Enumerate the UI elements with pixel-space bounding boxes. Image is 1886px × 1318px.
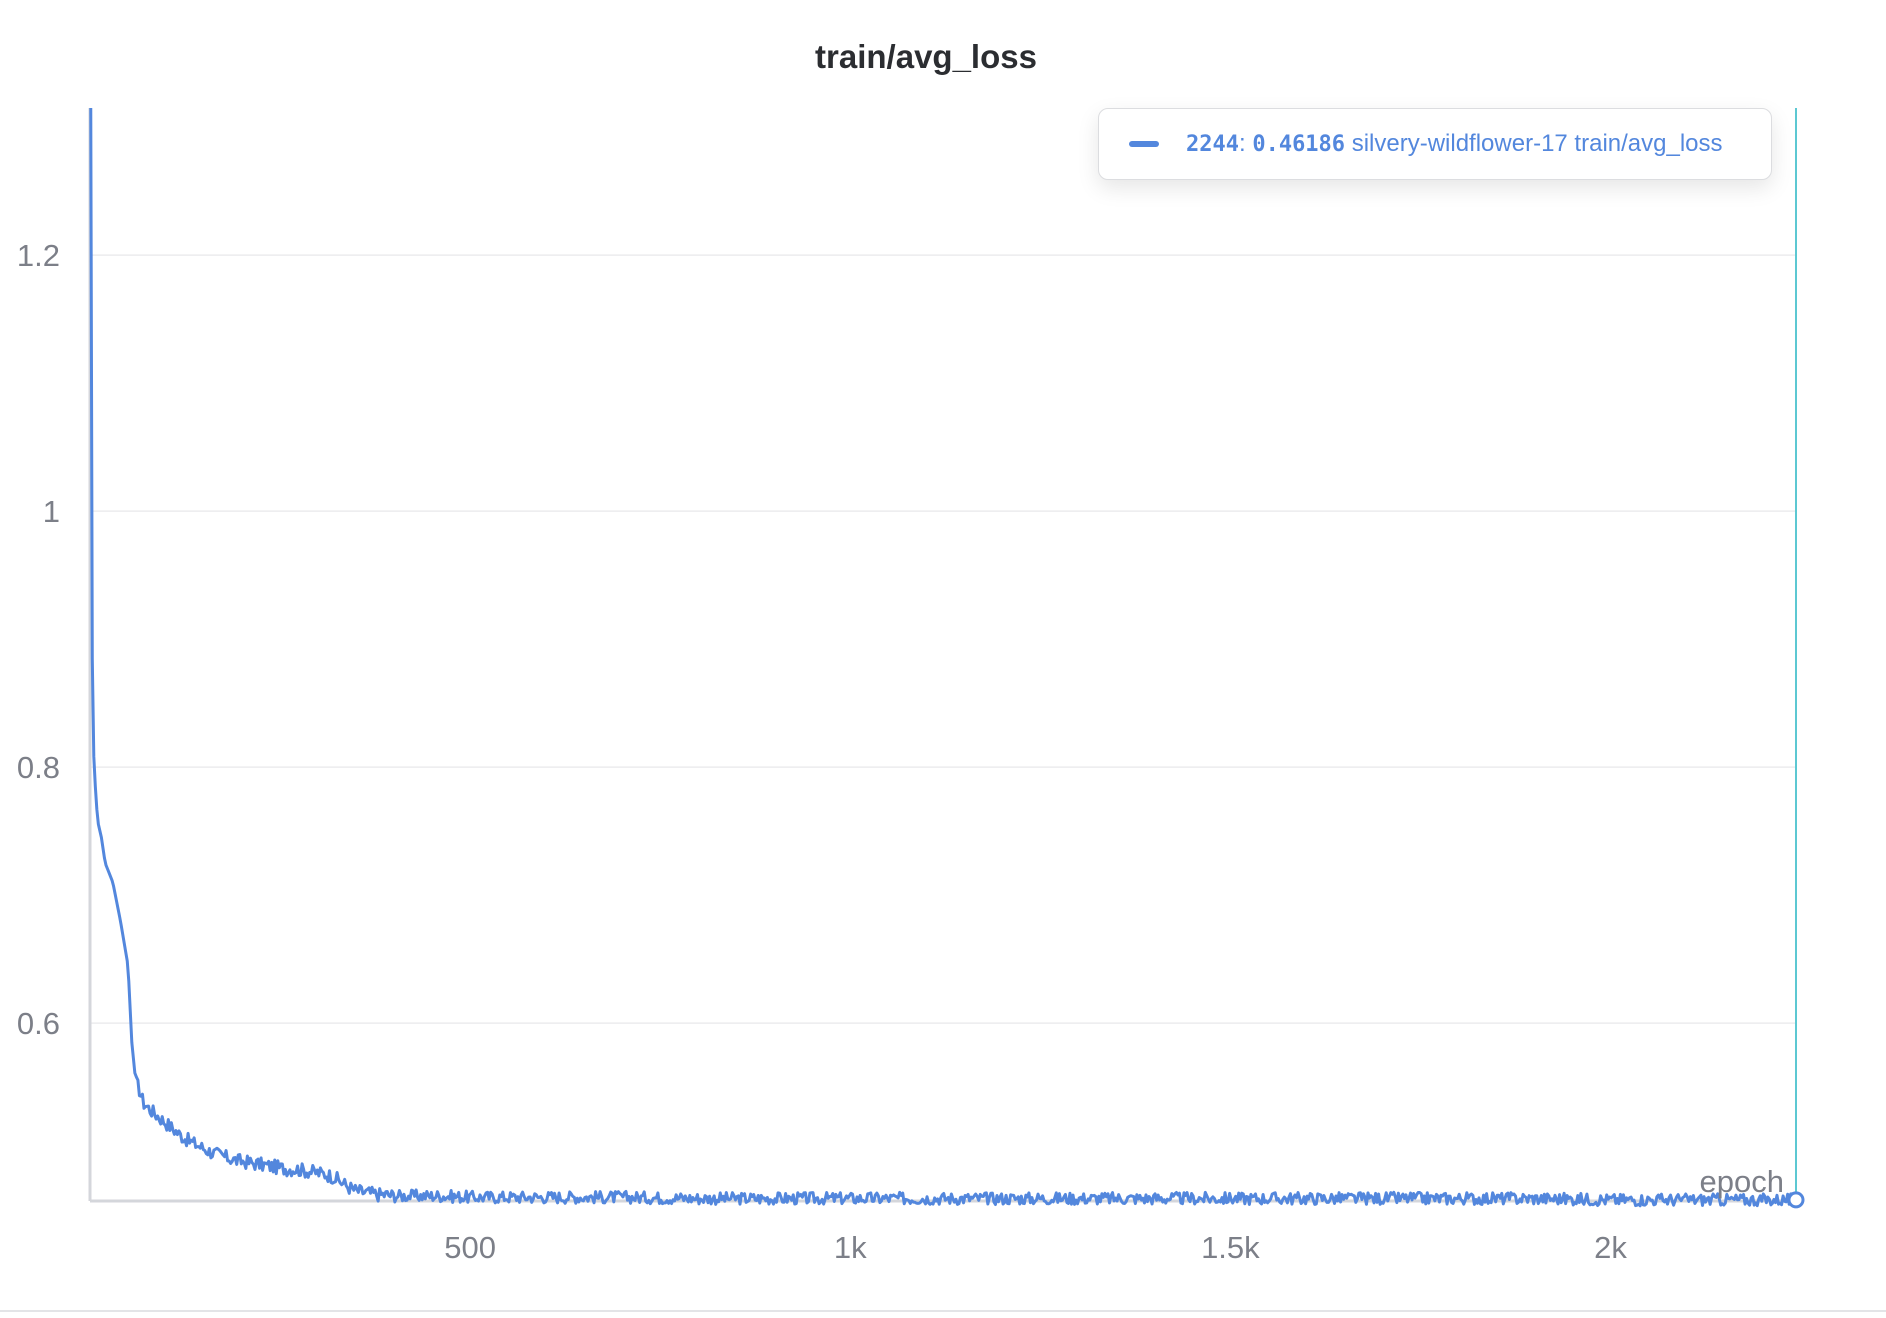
axes <box>88 108 1796 1203</box>
tick-labels: 0.6 0.8 1 1.2 500 1k 1.5k 2k epoch <box>17 238 1784 1265</box>
x-tick-label: 500 <box>444 1230 496 1265</box>
chart-title: train/avg_loss <box>815 38 1037 75</box>
y-tick-label: 1 <box>43 494 60 529</box>
y-tick-label: 0.6 <box>17 1006 60 1041</box>
hover-point <box>1787 1191 1805 1209</box>
panel-divider <box>0 1310 1886 1312</box>
x-axis-label: epoch <box>1700 1164 1784 1199</box>
series-swatch <box>1129 141 1159 147</box>
hover-legend: 2244: 0.46186 silvery-wildflower-17 trai… <box>1098 108 1772 180</box>
x-tick-label: 1k <box>834 1230 867 1265</box>
y-tick-label: 0.8 <box>17 750 60 785</box>
x-tick-label: 2k <box>1594 1230 1627 1265</box>
series-layer <box>89 107 1797 1208</box>
legend-value: 0.46186 <box>1252 132 1346 157</box>
y-tick-label: 1.2 <box>17 238 60 273</box>
hover-layer <box>1787 108 1805 1209</box>
series-line <box>89 107 1797 1208</box>
legend-separator: : <box>1238 130 1246 157</box>
legend-text: 2244: 0.46186 silvery-wildflower-17 trai… <box>1186 130 1723 158</box>
legend-step: 2244 <box>1186 132 1239 157</box>
x-tick-label: 1.5k <box>1201 1230 1260 1265</box>
grid-lines <box>90 254 1796 1024</box>
legend-series-name: silvery-wildflower-17 train/avg_loss <box>1351 130 1723 157</box>
